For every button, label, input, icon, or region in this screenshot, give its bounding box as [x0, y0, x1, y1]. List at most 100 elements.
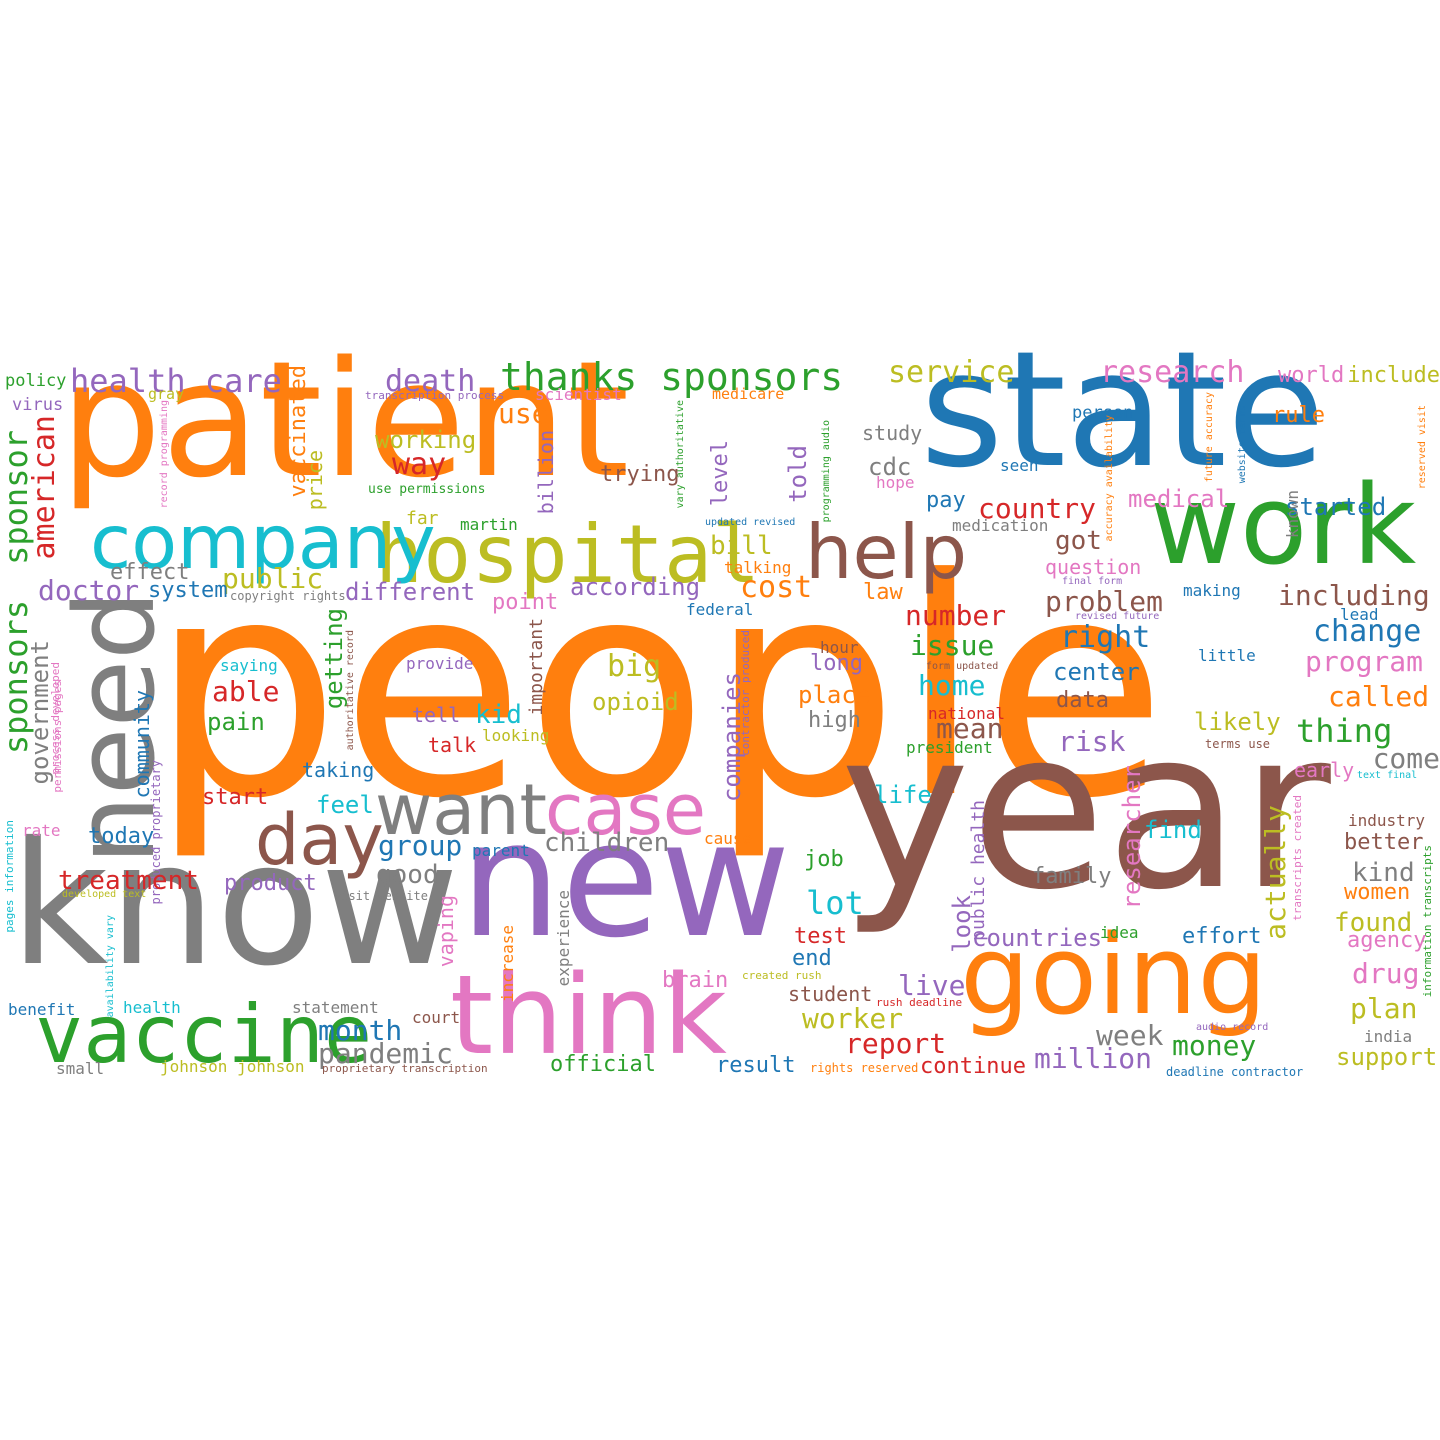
word-going: going	[960, 911, 1268, 1039]
word-end: end	[792, 946, 832, 971]
word-health: health	[123, 998, 181, 1017]
word-day: day	[255, 799, 384, 881]
word-service: service	[888, 355, 1015, 390]
word-want: want	[375, 769, 547, 851]
word-question: question	[1045, 555, 1142, 579]
word-audio-record: audio record	[1196, 1022, 1269, 1033]
word-hour: hour	[820, 638, 859, 657]
word-able: able	[212, 675, 280, 708]
word-gray: gray	[148, 385, 185, 403]
word-permissions-pages: permissions pages	[51, 680, 64, 793]
word-help: help	[805, 508, 968, 596]
word-vary-authoritative: vary authoritative	[675, 400, 686, 509]
word-updated-revised: updated revised	[705, 517, 796, 528]
word-test: test	[794, 924, 847, 949]
word-actually: actually	[1259, 805, 1292, 940]
word-find: find	[1144, 816, 1202, 844]
word-industry: industry	[1348, 811, 1426, 830]
word-pain: pain	[207, 708, 265, 736]
word-use: use	[498, 397, 549, 430]
word-terms-use: terms use	[1205, 737, 1271, 751]
word-rate: rate	[22, 821, 61, 840]
word-making: making	[1183, 581, 1241, 600]
word-visit-website: visit website	[334, 889, 428, 903]
word-children: children	[544, 828, 670, 858]
word-work: work	[1150, 461, 1417, 589]
word-risk: risk	[1058, 725, 1126, 758]
word-far: far	[406, 508, 439, 529]
word-agency: agency	[1347, 928, 1427, 953]
word-pages-information: pages information	[3, 820, 16, 933]
word-information-transcripts: information transcripts	[1421, 845, 1434, 998]
word-important: important	[526, 618, 547, 716]
word-cost: cost	[740, 570, 813, 605]
word-rights-reserved: rights reserved	[810, 1061, 919, 1075]
word-product: product	[224, 871, 317, 896]
word-india: india	[1364, 1027, 1413, 1046]
word-week: week	[1096, 1019, 1164, 1052]
word-world: world	[1278, 363, 1345, 388]
word-drug: drug	[1352, 957, 1420, 990]
word-increase: increase	[498, 925, 517, 1003]
word-medicare: medicare	[712, 385, 785, 403]
word-study: study	[862, 421, 923, 445]
word-revised-future: revised future	[1075, 611, 1160, 622]
word-contractor-produced: contractor produced	[739, 630, 752, 756]
word-continue: continue	[920, 1054, 1026, 1079]
word-likely: likely	[1194, 708, 1281, 736]
word-accuracy-availability: accuracy availability	[1104, 415, 1115, 542]
word-center: center	[1053, 658, 1140, 686]
word-called: called	[1328, 680, 1430, 713]
word-law: law	[863, 580, 903, 605]
word-pandemic: pandemic	[318, 1037, 453, 1070]
word-developed-text: developed text	[62, 889, 147, 900]
word-according: according	[570, 573, 701, 601]
word-copyright-rights: copyright rights	[230, 589, 346, 603]
word-way: way	[392, 447, 447, 482]
word-big: big	[607, 649, 662, 684]
word-new: new	[460, 786, 791, 973]
word-trying: trying	[600, 462, 680, 487]
word-record-programming: record programming	[159, 400, 170, 509]
word-month: month	[318, 1014, 403, 1047]
word-brain: brain	[662, 968, 729, 993]
word-text-final: text final	[1357, 770, 1418, 781]
word-scientist: scientist	[535, 385, 622, 404]
word-high: high	[808, 708, 861, 733]
word-group: group	[378, 829, 463, 862]
word-early: early	[1294, 758, 1355, 782]
word-kind: kind	[1352, 858, 1415, 888]
word-company: company	[90, 498, 436, 586]
word-policy: policy	[5, 371, 67, 391]
word-president: president	[906, 738, 993, 757]
word-virus: virus	[12, 395, 64, 415]
word-case: case	[545, 769, 706, 851]
word-mean: mean	[936, 712, 1004, 745]
word-form-updated: form updated	[926, 661, 999, 672]
word-better: better	[1344, 830, 1424, 855]
word-come: come	[1372, 742, 1440, 775]
word-change: change	[1313, 614, 1422, 649]
word-idea: idea	[1100, 923, 1139, 942]
word-looking: looking	[482, 726, 550, 745]
word-money: money	[1172, 1029, 1257, 1062]
word-number: number	[905, 599, 1007, 632]
word-start: start	[202, 785, 269, 810]
word-medical: medical	[1128, 485, 1230, 513]
word-including: including	[1278, 579, 1430, 612]
word-created-rush: created rush	[742, 969, 822, 982]
word-got: got	[1055, 526, 1102, 556]
word-point: point	[492, 590, 559, 615]
word-think: think	[450, 951, 727, 1079]
word-year: year	[840, 682, 1331, 938]
word-taking: taking	[302, 758, 375, 782]
word-million: million	[1034, 1042, 1153, 1075]
word-experience: experience	[554, 890, 573, 987]
word-people: people	[150, 515, 1167, 864]
word-authoritative-record: authoritative record	[345, 630, 356, 751]
word-reserved-visit: reserved visit	[1417, 405, 1428, 490]
word-life: life	[874, 781, 932, 809]
word-cdc: cdc	[868, 453, 912, 481]
word-live: live	[898, 969, 966, 1002]
